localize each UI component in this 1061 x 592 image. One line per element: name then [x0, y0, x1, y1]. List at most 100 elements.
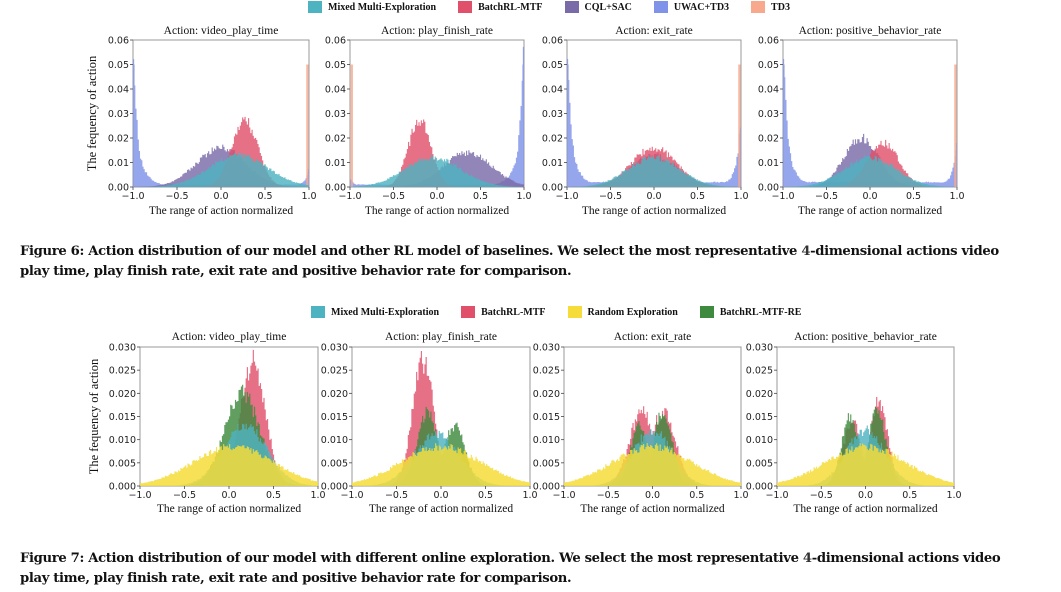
chart-title: Action: positive_behavior_rate — [799, 25, 942, 37]
x-tick-label: −1.0 — [771, 191, 794, 202]
legend-swatch — [751, 1, 766, 13]
chart-title: Action: positive_behavior_rate — [794, 331, 937, 343]
x-tick-label: 1.0 — [949, 191, 964, 202]
figure7-legend-item: BatchRL-MTF — [461, 306, 546, 318]
series-random-exploration — [777, 443, 954, 486]
x-tick-label: −0.5 — [599, 191, 622, 202]
x-tick-label: −0.5 — [173, 490, 196, 501]
x-tick-label: −0.5 — [815, 191, 838, 202]
figure6-caption-num: 4 — [801, 244, 811, 259]
legend-label: Mixed Multi-Exploration — [331, 306, 440, 318]
y-tick-label: 0.06 — [325, 36, 346, 47]
figure7-caption-prefix: Figure 7: Action distribution of our mod… — [20, 551, 803, 566]
y-tick-label: 0.030 — [109, 343, 136, 354]
figure6-legend-item: BatchRL-MTF — [458, 1, 543, 13]
y-tick-label: 0.030 — [746, 343, 773, 354]
y-tick-label: 0.01 — [325, 158, 346, 169]
y-tick-label: 0.00 — [108, 183, 129, 194]
y-tick-label: 0.05 — [758, 60, 779, 71]
y-tick-label: 0.00 — [542, 183, 563, 194]
x-tick-label: 1.0 — [733, 490, 748, 501]
y-tick-label: 0.025 — [746, 366, 773, 377]
legend-swatch — [308, 1, 322, 13]
x-tick-label: 1.0 — [301, 191, 316, 202]
histogram-bar — [306, 64, 309, 187]
histogram-bar — [567, 64, 569, 187]
chart-panel: 0.00 0.01 0.02 0.03 0.04 0.05 0.06 −1.0 −0.5 0.0 0… — [542, 25, 749, 217]
x-tick-label: −1.0 — [552, 490, 575, 501]
histogram-area — [783, 155, 957, 187]
x-tick-label: −0.5 — [385, 490, 408, 501]
y-tick-label: 0.04 — [325, 85, 346, 96]
figure6-legend-item: UWAC+TD3 — [653, 1, 729, 13]
histogram-area — [777, 443, 954, 486]
y-tick-label: 0.03 — [108, 109, 129, 120]
figure7-legend-item: Random Exploration — [567, 306, 678, 318]
y-tick-label: 0.05 — [108, 60, 129, 71]
x-tick-label: 1.0 — [516, 191, 531, 202]
x-axis-label: The range of action normalized — [793, 503, 938, 515]
legend-label: Random Exploration — [587, 306, 678, 318]
x-tick-label: 0.0 — [221, 490, 236, 501]
y-tick-label: 0.01 — [758, 158, 779, 169]
figure6-caption: Figure 6: Action distribution of our mod… — [20, 242, 1030, 282]
y-tick-label: 0.00 — [758, 183, 779, 194]
x-tick-label: −0.5 — [597, 490, 620, 501]
x-tick-label: 0.5 — [257, 191, 272, 202]
x-tick-label: 0.0 — [646, 191, 661, 202]
x-tick-label: 0.0 — [433, 490, 448, 501]
y-tick-label: 0.015 — [321, 412, 348, 423]
histogram-bar — [954, 64, 957, 187]
y-tick-label: 0.04 — [542, 85, 563, 96]
series-random-exploration — [140, 444, 318, 486]
y-tick-label: 0.000 — [746, 482, 773, 493]
figure6-caption-suffix: -dimensional actions video play time, pl… — [20, 244, 999, 279]
histogram-area — [140, 384, 318, 486]
x-tick-label: −0.5 — [382, 191, 405, 202]
figure6-charts: 0.000.010.020.030.040.050.06−1.0 −0.5 0.0 0… — [85, 25, 965, 217]
x-tick-label: −0.5 — [810, 490, 833, 501]
chart-title: Action: exit_rate — [615, 25, 693, 37]
y-tick-label: 0.03 — [758, 109, 779, 120]
y-tick-label: 0.02 — [542, 134, 563, 145]
y-tick-label: 0.02 — [325, 134, 346, 145]
y-tick-label: 0.005 — [321, 458, 348, 469]
x-tick-label: −0.5 — [165, 191, 188, 202]
y-tick-label: 0.03 — [325, 109, 346, 120]
legend-swatch — [311, 306, 325, 318]
x-tick-label: 0.0 — [429, 191, 444, 202]
y-tick-label: 0.01 — [542, 158, 563, 169]
y-tick-label: 0.06 — [758, 36, 779, 47]
y-tick-label: 0.030 — [533, 343, 560, 354]
x-axis-label: The range of action normalized — [157, 503, 302, 515]
legend-label: Mixed Multi-Exploration — [328, 1, 437, 13]
y-tick-label: 0.000 — [533, 482, 560, 493]
x-tick-label: 0.0 — [862, 191, 877, 202]
y-axis-label: The fequency of action — [85, 55, 99, 171]
figure7-legend-item: Mixed Multi-Exploration — [311, 306, 439, 318]
y-tick-label: 0.01 — [108, 158, 129, 169]
y-axis-label: The fequency of action — [87, 358, 101, 474]
histogram-area — [140, 444, 318, 486]
legend-label: BatchRL-MTF-RE — [719, 306, 802, 318]
y-tick-label: 0.010 — [321, 435, 348, 446]
series-mixed-multi-exploration — [567, 155, 741, 187]
histogram-bar — [350, 64, 353, 187]
series-mixed-multi-exploration — [783, 155, 957, 187]
x-axis-label: The range of action normalized — [582, 205, 727, 217]
y-tick-label: 0.005 — [109, 458, 136, 469]
x-axis-label: The range of action normalized — [365, 205, 510, 217]
series-mixed-multi-exploration — [350, 154, 524, 187]
legend-swatch — [461, 306, 476, 318]
y-tick-label: 0.020 — [533, 389, 560, 400]
x-tick-label: 1.0 — [310, 490, 325, 501]
y-tick-label: 0.015 — [746, 412, 773, 423]
x-tick-label: 1.0 — [733, 191, 748, 202]
x-tick-label: 1.0 — [946, 490, 961, 501]
x-tick-label: −1.0 — [340, 490, 363, 501]
y-tick-label: 0.020 — [109, 389, 136, 400]
histogram-area — [352, 443, 530, 486]
chart-panel: 0.000 0.005 0.010 0.015 0.020 0.025 0.030 −1.0 −… — [533, 331, 749, 515]
series-td3 — [306, 64, 309, 187]
histogram-bar — [133, 64, 135, 187]
